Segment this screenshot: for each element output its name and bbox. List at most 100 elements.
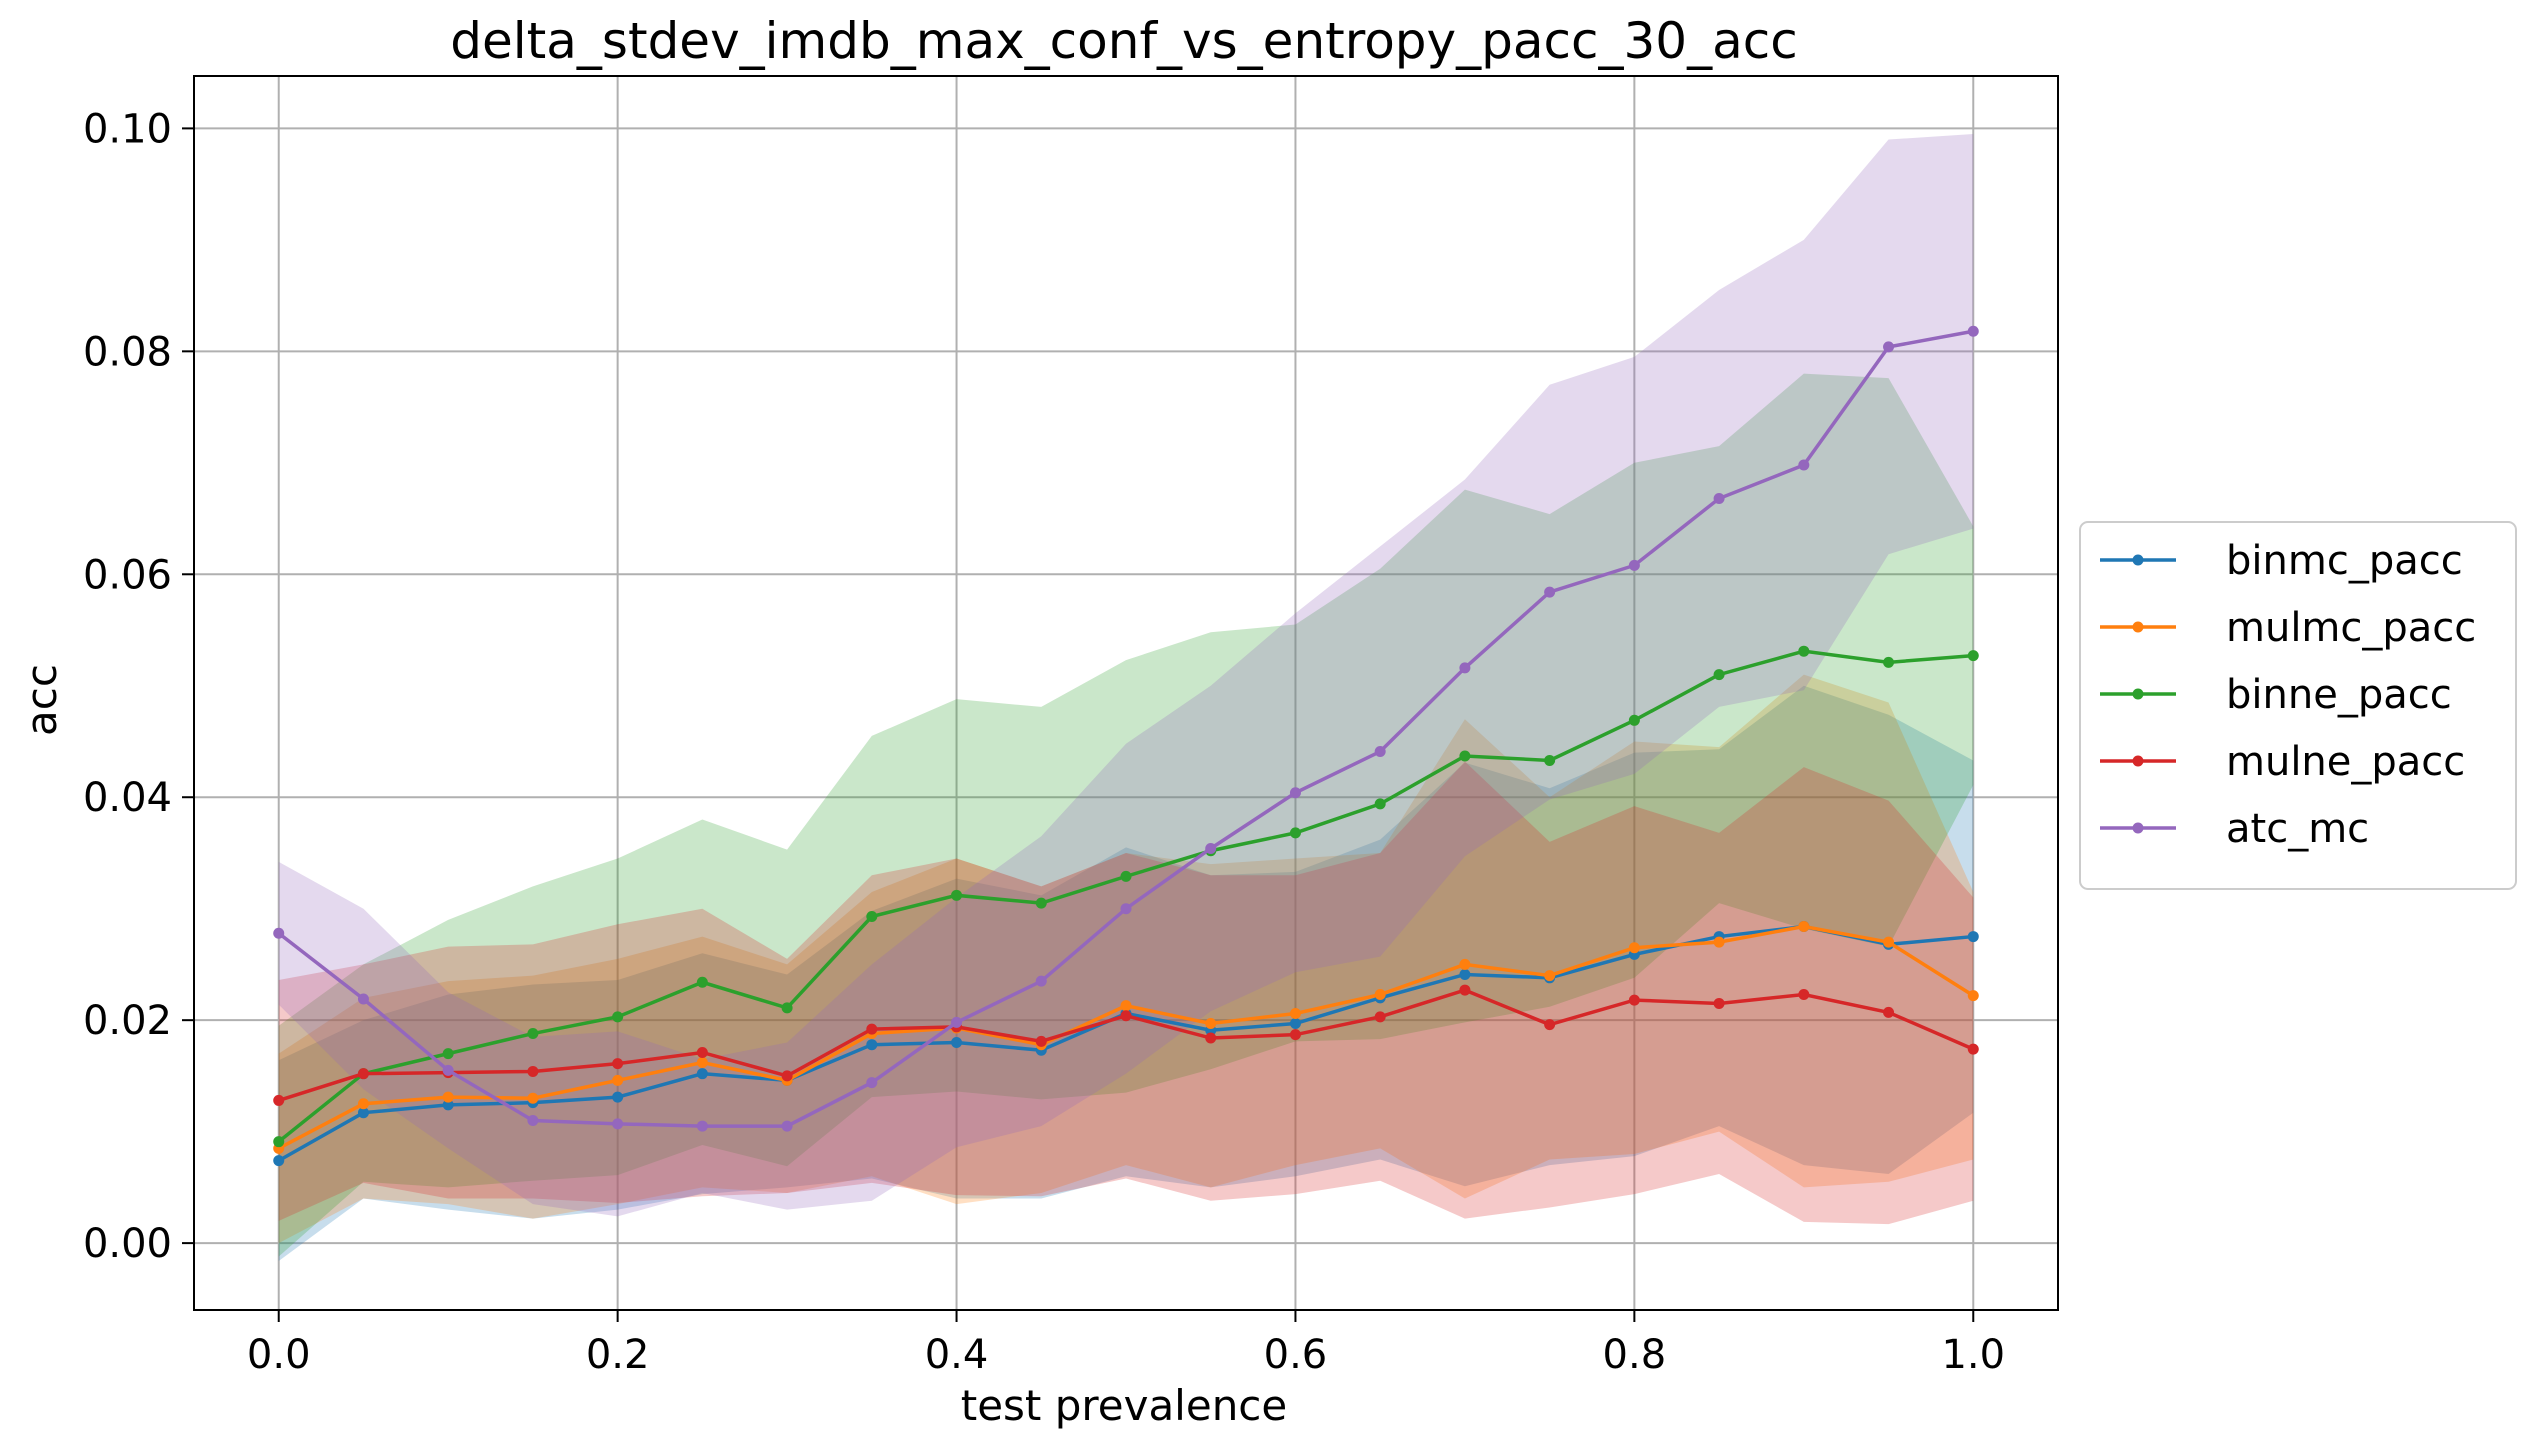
point-mulmc_pacc [442, 1091, 454, 1103]
point-mulne_pacc [1120, 1010, 1132, 1022]
plot-frame [193, 75, 2059, 1311]
point-mulmc_pacc [696, 1057, 708, 1069]
point-atc_mc [273, 927, 285, 939]
grid [194, 76, 2058, 1310]
point-mulne_pacc [1713, 997, 1725, 1009]
point-mulmc_pacc [1883, 936, 1895, 948]
point-atc_mc [612, 1118, 624, 1130]
point-atc_mc [1628, 559, 1640, 571]
point-binne_pacc [1544, 754, 1556, 766]
point-mulne_pacc [612, 1058, 624, 1070]
point-atc_mc [781, 1120, 793, 1132]
point-mulmc_pacc [1544, 970, 1556, 982]
x-tick-label: 0.8 [1603, 1332, 1667, 1378]
band-mulmc_pacc [278, 674, 1974, 1244]
band-binmc_pacc [278, 685, 1974, 1261]
band-atc_mc [278, 133, 1974, 1217]
point-atc_mc [1798, 459, 1810, 471]
point-atc_mc [1713, 492, 1725, 504]
point-mulmc_pacc [1459, 958, 1471, 970]
legend-label: mulne_pacc [2226, 739, 2465, 785]
point-mulmc_pacc [1628, 942, 1640, 954]
y-tick-label: 0.10 [83, 106, 172, 152]
point-mulmc_pacc [1713, 936, 1725, 948]
point-mulne_pacc [696, 1046, 708, 1058]
y-axis-label: acc [17, 664, 66, 736]
point-binmc_pacc [696, 1068, 708, 1080]
point-binne_pacc [1374, 798, 1386, 810]
x-tick-label: 0.2 [586, 1332, 650, 1378]
point-mulne_pacc [1967, 1043, 1979, 1055]
y-tick-label: 0.08 [83, 329, 172, 375]
point-mulne_pacc [527, 1065, 539, 1077]
point-atc_mc [951, 1016, 963, 1028]
point-mulne_pacc [1459, 984, 1471, 996]
point-atc_mc [1205, 843, 1217, 855]
x-tick-label: 0.4 [925, 1332, 989, 1378]
point-binne_pacc [273, 1136, 285, 1148]
point-mulmc_pacc [1967, 990, 1979, 1002]
point-binmc_pacc [951, 1036, 963, 1048]
point-binne_pacc [1289, 827, 1301, 839]
point-mulmc_pacc [1289, 1007, 1301, 1019]
point-atc_mc [1374, 746, 1386, 758]
legend-box [2079, 521, 2517, 890]
point-binne_pacc [866, 911, 878, 923]
point-mulne_pacc [1544, 1019, 1556, 1031]
confidence-bands [278, 133, 1974, 1261]
legend-entry-mulmc_pacc: mulmc_pacc [2100, 605, 2476, 651]
point-binmc_pacc [866, 1039, 878, 1051]
legend-label: mulmc_pacc [2226, 605, 2476, 651]
legend-entry-mulne_pacc: mulne_pacc [2100, 739, 2465, 785]
point-binne_pacc [696, 976, 708, 988]
point-atc_mc [1883, 341, 1895, 353]
point-mulmc_pacc [1798, 921, 1810, 933]
point-atc_mc [1459, 662, 1471, 674]
legend-marker [2132, 822, 2144, 834]
point-binne_pacc [1883, 656, 1895, 668]
point-mulne_pacc [1883, 1006, 1895, 1018]
point-binne_pacc [612, 1011, 624, 1023]
legend-label: atc_mc [2226, 806, 2369, 852]
point-atc_mc [1120, 903, 1132, 915]
point-binne_pacc [1967, 650, 1979, 662]
point-atc_mc [866, 1077, 878, 1089]
point-atc_mc [1035, 975, 1047, 987]
point-binne_pacc [442, 1048, 454, 1060]
legend-entry-atc_mc: atc_mc [2100, 806, 2369, 852]
point-binmc_pacc [1289, 1018, 1301, 1030]
chart-title: delta_stdev_imdb_max_conf_vs_entropy_pac… [450, 12, 1797, 70]
y-tick-label: 0.06 [83, 552, 172, 598]
point-atc_mc [1544, 586, 1556, 598]
point-binne_pacc [1459, 750, 1471, 762]
series-lines [273, 325, 1979, 1167]
y-tick-label: 0.00 [83, 1221, 172, 1267]
point-mulne_pacc [781, 1070, 793, 1082]
legend-marker [2132, 755, 2144, 767]
point-mulne_pacc [1035, 1035, 1047, 1047]
y-tick-label: 0.02 [83, 998, 172, 1044]
legend-marker [2132, 621, 2144, 633]
point-binne_pacc [1713, 669, 1725, 681]
point-mulne_pacc [1289, 1029, 1301, 1041]
y-tick-label: 0.04 [83, 775, 172, 821]
point-binne_pacc [1120, 870, 1132, 882]
point-atc_mc [696, 1120, 708, 1132]
point-mulne_pacc [1798, 989, 1810, 1001]
axis-ticks: 0.0 0.2 0.4 0.6 0.8 1.0 0.00 0.02 0.04 0.06 0.08 0.… [83, 106, 2005, 1378]
band-mulne_pacc [278, 761, 1974, 1225]
legend-entry-binmc_pacc: binmc_pacc [2100, 538, 2463, 584]
point-binne_pacc [781, 1002, 793, 1014]
point-mulne_pacc [1628, 994, 1640, 1006]
point-atc_mc [1967, 325, 1979, 337]
point-binne_pacc [1628, 714, 1640, 726]
point-binmc_pacc [273, 1155, 285, 1167]
point-binmc_pacc [1967, 931, 1979, 943]
point-mulmc_pacc [612, 1074, 624, 1086]
point-binne_pacc [1798, 645, 1810, 657]
x-axis-label: test prevalence [961, 1381, 1288, 1430]
point-mulmc_pacc [357, 1098, 369, 1110]
legend-entry-binne_pacc: binne_pacc [2100, 672, 2452, 718]
legend-marker [2132, 554, 2144, 566]
x-tick-label: 0.6 [1264, 1332, 1328, 1378]
